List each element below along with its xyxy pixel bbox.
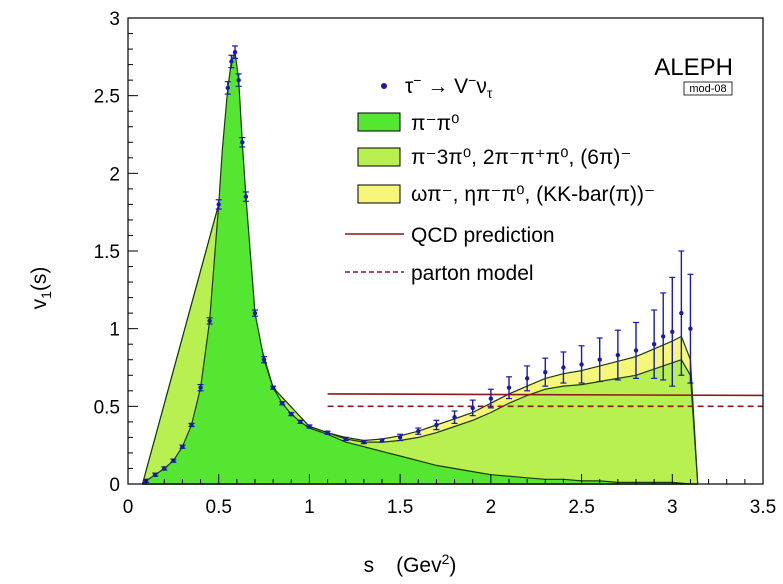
data-point	[633, 348, 639, 353]
data-point	[229, 59, 234, 64]
data-point	[298, 419, 303, 425]
data-point	[198, 385, 203, 390]
data-point	[280, 401, 285, 406]
y-tick-label: 1.5	[94, 242, 120, 263]
legend-swatch-other	[357, 184, 401, 204]
data-point	[506, 385, 512, 390]
x-axis-title-unit: (Gev	[396, 554, 442, 577]
data-point	[688, 326, 693, 331]
y-tick-label: 0	[109, 475, 120, 496]
x-tick-label: 3.5	[750, 497, 776, 518]
legend-label-qcd: QCD prediction	[411, 224, 555, 247]
x-tick-label: 0	[123, 497, 134, 518]
data-point	[651, 342, 657, 347]
data-point	[379, 438, 385, 443]
data-point	[153, 472, 158, 477]
data-point	[207, 318, 212, 324]
data-point	[524, 376, 530, 381]
axis-ticks: 0 0.5 1 1.5 2 2.5 3 3.5 0 0.5 1 1.5 2 2.5 3	[94, 9, 777, 518]
data-point	[488, 396, 494, 401]
x-tick-label: 1.5	[387, 497, 413, 518]
data-point	[416, 428, 421, 434]
data-point	[597, 357, 602, 362]
y-axis-title-sub: 1	[38, 291, 54, 299]
data-point	[579, 362, 584, 367]
legend-data-sup1: −	[413, 72, 421, 88]
legend-data-tau: τ	[405, 75, 414, 98]
reference-lines	[327, 393, 764, 408]
x-axis-title-main: s	[364, 554, 375, 577]
data-point	[243, 194, 249, 199]
x-tick-label: 2.5	[568, 497, 594, 518]
data-point	[261, 357, 267, 362]
data-point	[397, 435, 403, 440]
x-tick-label: 1	[304, 497, 315, 518]
data-point	[171, 458, 176, 463]
data-point	[225, 85, 230, 91]
legend-label-other: ωπ⁻, ηπ⁻π⁰, (KK-bar(π))⁻	[411, 183, 655, 206]
data-point	[189, 422, 194, 428]
x-tick-label: 2	[486, 497, 497, 518]
data-point	[236, 77, 241, 83]
legend-label-data: τ− → V−ντ	[405, 72, 493, 101]
data-point	[670, 329, 675, 334]
data-point	[240, 140, 245, 145]
experiment-tag-text: mod-08	[689, 83, 726, 95]
x-tick-label: 0.5	[206, 497, 232, 518]
data-point	[452, 415, 457, 420]
y-axis-title-main: v	[28, 298, 51, 309]
legend-swatch-multipi	[357, 147, 401, 167]
data-point	[252, 310, 258, 316]
data-point	[307, 424, 312, 429]
data-point	[232, 49, 238, 55]
experiment-label: ALEPH	[654, 54, 733, 81]
data-point	[470, 405, 475, 411]
data-point	[561, 365, 566, 370]
legend-label-pipi0: π⁻π⁰	[411, 112, 459, 135]
qcd-prediction-line	[327, 393, 764, 397]
legend-label-multipi: π⁻3π⁰, 2π⁻π⁺π⁰, (6π)⁻	[411, 146, 631, 169]
y-axis-title: v1(s)	[28, 267, 54, 310]
x-tick-label: 3	[667, 497, 678, 518]
legend-data-nu: ν	[476, 75, 487, 98]
experiment-tag: mod-08	[683, 81, 733, 96]
fill-pipi0	[141, 51, 699, 485]
data-points	[143, 45, 694, 484]
x-axis-title-unit-close: )	[449, 554, 456, 577]
data-point	[434, 422, 439, 428]
data-point	[325, 430, 330, 435]
x-axis-title: s (Gev2)	[364, 551, 457, 577]
legend-label-parton: parton model	[411, 262, 534, 285]
legend-data-mid: → V	[421, 75, 468, 98]
legend-data-sup2: −	[468, 72, 476, 88]
legend: τ− → V−ντ π⁻π⁰ π⁻3π⁰, 2π⁻π⁺π⁰, (6π)⁻ ωπ⁻…	[345, 72, 655, 285]
data-point	[289, 411, 294, 417]
y-axis-title-arg: (s)	[28, 267, 51, 292]
legend-data-nu-sub: τ	[487, 85, 493, 101]
legend-swatch-pipi0	[357, 112, 401, 132]
y-tick-label: 2.5	[94, 87, 120, 108]
x-axis-title-unit-exp: 2	[442, 551, 450, 567]
data-point	[543, 369, 548, 375]
y-tick-label: 0.5	[94, 397, 120, 418]
y-tick-label: 2	[109, 164, 120, 185]
data-point	[216, 202, 221, 207]
data-point	[343, 436, 348, 442]
data-point	[615, 352, 621, 358]
data-point	[180, 444, 185, 449]
data-point	[162, 466, 167, 471]
legend-marker-data	[381, 83, 387, 89]
data-point	[661, 334, 666, 339]
data-point	[361, 439, 367, 445]
y-tick-label: 1	[109, 320, 120, 341]
data-point	[679, 310, 684, 316]
data-point	[270, 385, 276, 390]
y-tick-label: 3	[109, 9, 120, 30]
